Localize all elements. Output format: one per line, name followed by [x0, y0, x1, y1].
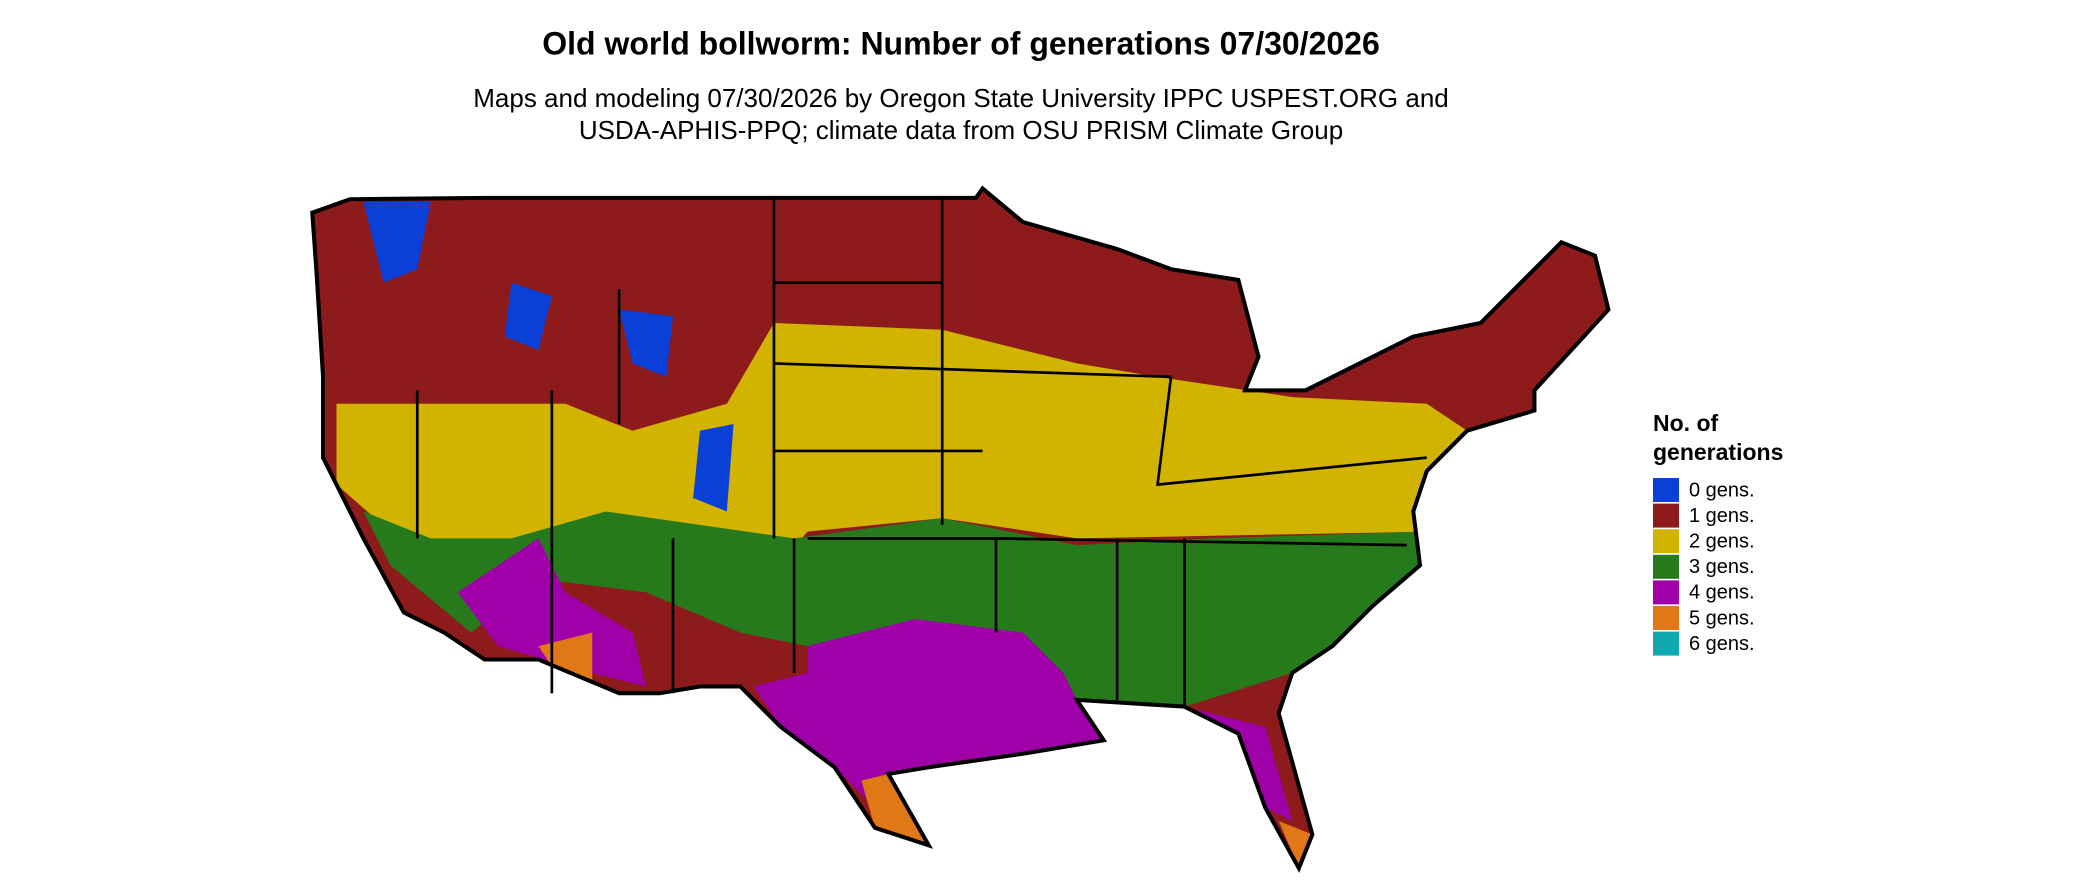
legend-swatch: [1653, 580, 1679, 605]
legend-label: 0 gens.: [1689, 479, 1755, 501]
legend-swatch: [1653, 554, 1679, 579]
legend-swatch: [1653, 503, 1679, 528]
legend-swatch: [1653, 478, 1679, 502]
legend-label: 2 gens.: [1689, 530, 1755, 552]
map-subtitle: Maps and modeling 07/30/2026 by Oregon S…: [473, 83, 1449, 113]
legend-swatch: [1653, 631, 1679, 656]
legend-swatch: [1653, 606, 1679, 630]
legend-label: 4 gens.: [1689, 582, 1755, 604]
legend-title: generations: [1653, 439, 1783, 465]
map-title: Old world bollworm: Number of generation…: [542, 25, 1380, 61]
region: [363, 201, 734, 512]
legend-label: 3 gens.: [1689, 556, 1755, 578]
legend-swatch: [1653, 529, 1679, 554]
map: [269, 175, 1615, 892]
legend: 0 gens. 1 gens. 2 gens. 3 gens. 4 gens. 5 gen…: [1653, 478, 1755, 656]
state-borders: [312, 188, 1608, 868]
legend-title: No. of: [1653, 410, 1718, 436]
legend-label: 6 gens.: [1689, 633, 1755, 655]
legend-label: 1 gens.: [1689, 505, 1755, 527]
region: [457, 538, 1293, 822]
legend-label: 5 gens.: [1689, 607, 1755, 629]
region: [363, 511, 1421, 707]
map-subtitle: USDA-APHIS-PPQ; climate data from OSU PR…: [579, 115, 1343, 145]
